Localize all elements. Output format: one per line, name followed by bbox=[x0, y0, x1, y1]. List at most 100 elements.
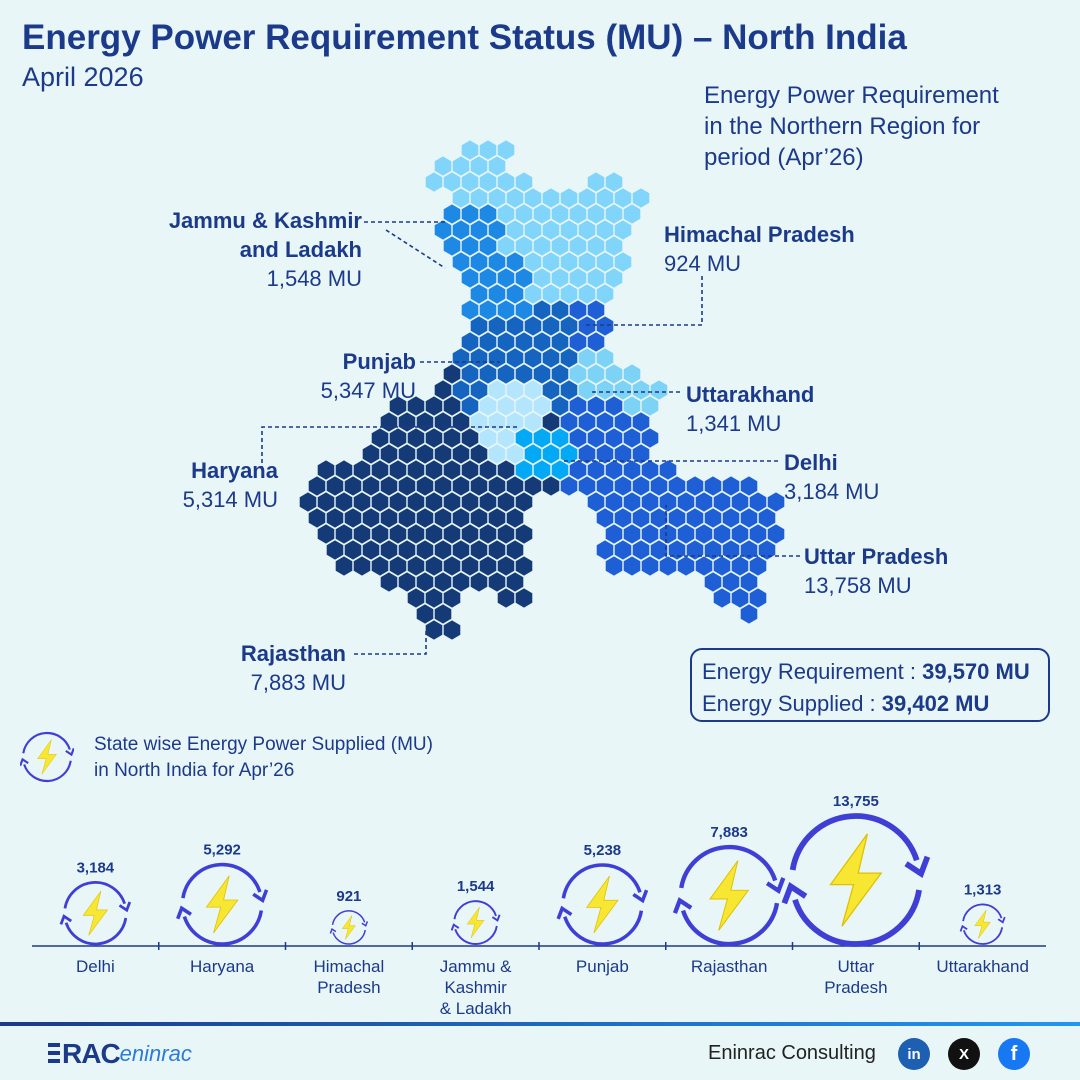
state-name: Haryana bbox=[191, 458, 278, 483]
map-hex-cell bbox=[605, 364, 623, 384]
map-hex-cell bbox=[515, 588, 533, 608]
map-hex-cell bbox=[488, 476, 506, 496]
map-hex-cell bbox=[740, 540, 758, 560]
map-hex-cell bbox=[452, 348, 470, 368]
map-hex-cell bbox=[551, 364, 569, 384]
map-hex-cell bbox=[497, 588, 515, 608]
value-label: 13,755 bbox=[833, 793, 879, 810]
category-label: Himachal bbox=[313, 957, 384, 976]
map-hex-cell bbox=[497, 300, 515, 320]
state-value: 5,347 MU bbox=[320, 378, 416, 403]
map-hex-cell bbox=[443, 524, 461, 544]
map-hex-cell bbox=[533, 428, 551, 448]
logo-stripes-icon bbox=[48, 1043, 60, 1063]
map-hex-cell bbox=[650, 540, 668, 560]
leader-line bbox=[385, 229, 446, 269]
map-hex-cell bbox=[569, 268, 587, 288]
map-hex-cell bbox=[470, 508, 488, 528]
map-hex-cell bbox=[650, 380, 668, 400]
map-hex-cell bbox=[596, 252, 614, 272]
map-hex-cell bbox=[506, 284, 524, 304]
map-hex-cell bbox=[722, 508, 740, 528]
state-value: 1,341 MU bbox=[686, 411, 782, 436]
map-hex-cell bbox=[614, 476, 632, 496]
map-hex-cell bbox=[767, 492, 785, 512]
map-hex-cell bbox=[614, 220, 632, 240]
map-hex-cell bbox=[686, 540, 704, 560]
map-hex-cell bbox=[551, 396, 569, 416]
map-hex-cell bbox=[578, 412, 596, 432]
map-hex-cell bbox=[353, 524, 371, 544]
map-hex-cell bbox=[488, 444, 506, 464]
facebook-icon[interactable]: f bbox=[998, 1038, 1030, 1070]
map-hex-cell bbox=[479, 524, 497, 544]
map-hex-cell bbox=[452, 156, 470, 176]
map-hex-cell bbox=[731, 588, 749, 608]
map-hex-cell bbox=[596, 412, 614, 432]
map-hex-cell bbox=[479, 492, 497, 512]
map-hex-cell bbox=[488, 156, 506, 176]
map-hex-cell bbox=[533, 332, 551, 352]
state-label-uttarakhand: Uttarakhand 1,341 MU bbox=[686, 380, 886, 438]
page-title: Energy Power Requirement Status (MU) – N… bbox=[22, 18, 907, 57]
map-hex-cell bbox=[452, 188, 470, 208]
map-hex-cell bbox=[605, 236, 623, 256]
map-hex-cell bbox=[740, 572, 758, 592]
map-hex-cell bbox=[587, 364, 605, 384]
map-hex-cell bbox=[434, 572, 452, 592]
map-hex-cell bbox=[596, 284, 614, 304]
map-hex-cell bbox=[596, 508, 614, 528]
map-hex-cell bbox=[497, 236, 515, 256]
lightning-cycle-icon bbox=[176, 862, 269, 946]
map-hex-cell bbox=[452, 220, 470, 240]
state-label-uttar-pradesh: Uttar Pradesh 13,758 MU bbox=[804, 542, 1004, 600]
state-name: Himachal Pradesh bbox=[664, 222, 855, 247]
map-hex-cell bbox=[623, 204, 641, 224]
map-hex-cell bbox=[353, 556, 371, 576]
map-hex-cell bbox=[587, 172, 605, 192]
map-hex-cell bbox=[623, 396, 641, 416]
value-label: 7,883 bbox=[710, 824, 748, 841]
leader-line bbox=[261, 426, 520, 470]
map-hex-cell bbox=[713, 588, 731, 608]
map-hex-cell bbox=[506, 188, 524, 208]
map-hex-cell bbox=[452, 380, 470, 400]
map-hex-cell bbox=[560, 444, 578, 464]
map-hex-cell bbox=[380, 412, 398, 432]
map-hex-cell bbox=[596, 380, 614, 400]
map-hex-cell bbox=[380, 476, 398, 496]
map-hex-cell bbox=[560, 348, 578, 368]
x-icon[interactable]: X bbox=[948, 1038, 980, 1070]
map-hex-cell bbox=[524, 348, 542, 368]
value-label: 5,292 bbox=[203, 842, 241, 859]
map-hex-cell bbox=[497, 396, 515, 416]
map-hex-cell bbox=[542, 252, 560, 272]
linkedin-icon[interactable]: in bbox=[898, 1038, 930, 1070]
lightning-cycle-icon bbox=[672, 844, 786, 947]
map-hex-cell bbox=[470, 412, 488, 432]
map-hex-cell bbox=[479, 172, 497, 192]
map-hex-cell bbox=[551, 428, 569, 448]
map-hex-cell bbox=[524, 188, 542, 208]
map-hex-cell bbox=[614, 252, 632, 272]
map-hex-cell bbox=[461, 396, 479, 416]
map-hex-cell bbox=[470, 316, 488, 336]
category-label: & Ladakh bbox=[440, 999, 512, 1018]
map-hex-cell bbox=[713, 524, 731, 544]
map-hex-cell bbox=[416, 476, 434, 496]
map-hex-cell bbox=[425, 460, 443, 480]
map-hex-cell bbox=[614, 188, 632, 208]
map-hex-cell bbox=[425, 396, 443, 416]
map-hex-cell bbox=[497, 140, 515, 160]
map-hex-cell bbox=[641, 524, 659, 544]
lightning-cycle-icon bbox=[20, 731, 74, 783]
map-hex-cell bbox=[461, 364, 479, 384]
category-label: Kashmir bbox=[444, 978, 507, 997]
supplied-marker bbox=[59, 881, 132, 946]
category-label: Pradesh bbox=[317, 978, 380, 997]
map-hex-cell bbox=[497, 364, 515, 384]
value-label: 921 bbox=[336, 888, 361, 905]
map-hex-cell bbox=[461, 140, 479, 160]
map-hex-cell bbox=[425, 524, 443, 544]
map-hex-cell bbox=[452, 572, 470, 592]
